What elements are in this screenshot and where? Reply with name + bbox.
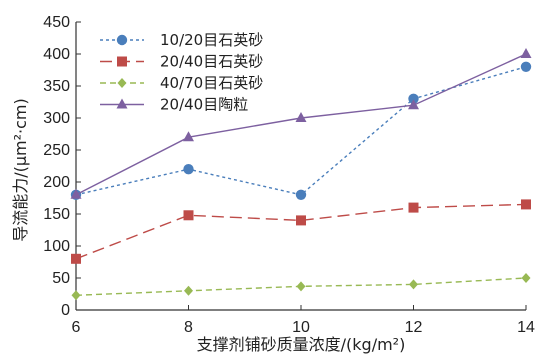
data-point xyxy=(409,279,418,290)
legend-marker xyxy=(116,34,128,46)
data-point xyxy=(183,131,194,142)
legend: 10/20目石英砂 20/40目石英砂 40/70目石英砂 20/40目陶粒 xyxy=(100,31,263,114)
data-point xyxy=(70,188,82,199)
y-tick-label: 400 xyxy=(43,46,70,63)
legend-label: 20/40目陶粒 xyxy=(160,96,248,114)
legend-item: 40/70目石英砂 xyxy=(100,74,263,92)
legend-marker xyxy=(116,98,128,109)
y-ticks: 0 50 100 150 200 250 300 350 400 450 xyxy=(43,14,81,319)
y-tick-label: 300 xyxy=(43,110,70,127)
data-point xyxy=(520,48,532,58)
series-line xyxy=(75,203,527,260)
legend-item: 20/40目陶粒 xyxy=(100,96,248,114)
x-ticks: 6 8 10 12 14 xyxy=(72,305,535,336)
data-point xyxy=(408,93,419,105)
legend-label: 40/70目石英砂 xyxy=(160,74,263,92)
x-tick-label: 12 xyxy=(405,319,423,336)
series-4 xyxy=(70,48,532,199)
x-tick-label: 6 xyxy=(72,319,81,336)
legend-marker xyxy=(117,56,127,67)
legend-item: 20/40目石英砂 xyxy=(100,53,263,71)
data-point xyxy=(183,164,194,175)
series-3 xyxy=(71,273,531,301)
series-line xyxy=(75,66,527,196)
data-point xyxy=(71,253,81,264)
y-tick-label: 100 xyxy=(43,238,70,255)
data-point xyxy=(184,285,193,296)
axes xyxy=(75,22,526,311)
data-point xyxy=(408,99,419,110)
y-tick-label: 250 xyxy=(43,142,70,159)
data-point xyxy=(296,281,306,292)
data-point xyxy=(521,199,531,210)
y-tick-label: 200 xyxy=(43,174,70,191)
data-point xyxy=(71,290,81,301)
series-2 xyxy=(71,199,531,264)
data-point xyxy=(183,210,194,221)
y-axis-label: 导流能力/(μm²·cm) xyxy=(11,98,30,242)
x-tick-label: 8 xyxy=(184,319,193,336)
y-tick-label: 0 xyxy=(61,302,70,319)
legend-label: 20/40目石英砂 xyxy=(160,53,263,71)
x-tick-label: 10 xyxy=(292,319,310,336)
y-tick-label: 350 xyxy=(43,78,70,95)
legend-marker xyxy=(117,78,127,88)
data-point xyxy=(521,273,531,283)
data-point xyxy=(295,112,307,122)
legend-item: 10/20目石英砂 xyxy=(100,31,263,49)
series-layer xyxy=(70,48,532,301)
y-tick-label: 50 xyxy=(52,270,70,287)
data-point xyxy=(408,202,419,213)
data-point xyxy=(295,189,307,200)
x-axis-label: 支撑剂铺砂质量浓度/(kg/m²) xyxy=(197,335,406,354)
x-tick-label: 14 xyxy=(517,319,535,336)
data-point xyxy=(296,215,306,226)
data-point xyxy=(520,61,532,72)
series-line xyxy=(75,53,527,196)
y-tick-label: 450 xyxy=(43,14,70,31)
y-tick-label: 150 xyxy=(43,206,70,223)
legend-label: 10/20目石英砂 xyxy=(160,31,263,49)
